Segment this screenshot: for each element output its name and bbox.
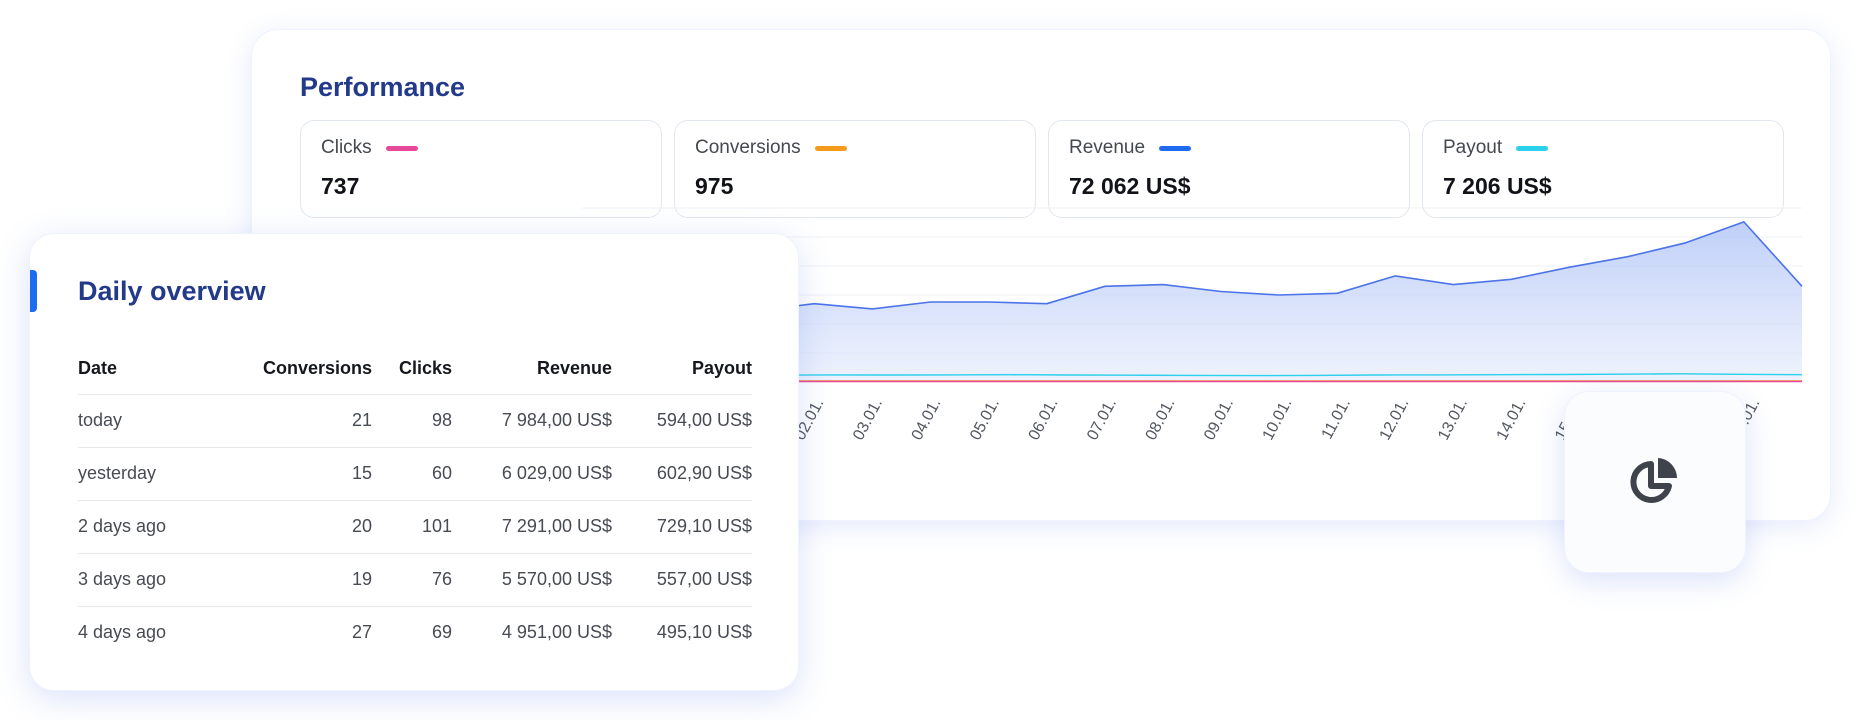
legend-swatch [385, 145, 418, 151]
cell-payout: 594,00 US$ [612, 394, 752, 448]
cell-payout: 557,00 US$ [612, 553, 752, 607]
x-tick-label: 09.01. [1201, 396, 1237, 443]
x-tick-label: 08.01. [1143, 396, 1179, 443]
cell-revenue: 5 570,00 US$ [452, 553, 612, 607]
metric-label: Payout [1443, 137, 1503, 158]
table-row: 2 days ago 20 101 7 291,00 US$ 729,10 US… [78, 500, 752, 554]
daily-overview-card: Daily overview Date Conversions Clicks R… [30, 234, 798, 690]
cell-date: 3 days ago [78, 553, 248, 607]
cell-clicks: 60 [372, 447, 452, 501]
cell-conversions: 21 [248, 394, 372, 448]
cell-clicks: 69 [431, 622, 452, 643]
table-row: 4 days ago 27 69 4 951,00 US$ 495,10 US$ [78, 606, 752, 659]
metric-label: Conversions [695, 137, 801, 158]
metric-value: 7 206 US$ [1443, 173, 1552, 199]
x-tick-label: 10.01. [1260, 396, 1296, 443]
table-header-row: Date Conversions Clicks Revenue Payout [78, 344, 752, 395]
x-tick-label: 07.01. [1084, 396, 1120, 443]
column-header-payout[interactable]: Payout [612, 344, 752, 395]
daily-overview-table: Date Conversions Clicks Revenue Payout t… [78, 344, 752, 659]
legend-swatch [1516, 145, 1549, 151]
legend-swatch [814, 145, 847, 151]
pie-chart-icon [1630, 458, 1677, 503]
legend-swatch [1159, 145, 1192, 151]
column-header-conversions[interactable]: Conversions [248, 344, 372, 395]
x-tick-label: 11.01. [1319, 396, 1354, 442]
metric-card-payout[interactable]: Payout 7 206 US$ [1422, 120, 1784, 218]
x-tick-label: 04.01. [909, 396, 945, 443]
column-header-revenue[interactable]: Revenue [452, 344, 612, 395]
column-header-date[interactable]: Date [78, 344, 248, 395]
cell-conversions: 20 [248, 500, 372, 554]
x-tick-label: 05.01. [967, 396, 1003, 443]
metric-card-clicks[interactable]: Clicks 737 [300, 120, 662, 218]
cell-date: 4 days ago [78, 622, 167, 643]
x-tick-label: 06.01. [1026, 396, 1062, 443]
cell-date: 2 days ago [78, 500, 248, 554]
cell-date: yesterday [78, 447, 248, 501]
x-tick-label: 12.01. [1377, 396, 1413, 443]
metric-label: Clicks [321, 137, 372, 158]
cell-payout: 729,10 US$ [612, 500, 752, 554]
x-tick-label: 14.01. [1494, 396, 1530, 443]
metric-value: 72 062 US$ [1069, 173, 1191, 199]
cell-payout: 495,10 US$ [656, 622, 752, 643]
metric-cards: Clicks 737 Conversions 975 Revenue 72 06… [300, 120, 1784, 218]
x-tick-label: 03.01. [850, 396, 886, 443]
performance-title: Performance [300, 72, 466, 102]
cell-revenue: 7 984,00 US$ [452, 394, 612, 448]
metric-value: 975 [695, 173, 734, 199]
daily-overview-title: Daily overview [78, 276, 266, 306]
cell-revenue: 4 951,00 US$ [501, 622, 612, 643]
metric-value: 737 [321, 173, 360, 199]
cell-revenue: 6 029,00 US$ [452, 447, 612, 501]
cell-conversions: 19 [248, 553, 372, 607]
metric-label: Revenue [1069, 137, 1146, 158]
metric-card-conversions[interactable]: Conversions 975 [674, 120, 1036, 218]
cell-date: today [78, 394, 248, 448]
cell-revenue: 7 291,00 US$ [452, 500, 612, 554]
pie-chart-button[interactable] [1565, 392, 1745, 572]
revenue-area-fill [582, 221, 1802, 382]
cell-conversions: 27 [351, 622, 372, 643]
cell-clicks: 76 [372, 553, 452, 607]
x-tick-label: 13.01. [1435, 396, 1471, 443]
cell-clicks: 101 [372, 500, 452, 554]
cell-clicks: 98 [372, 394, 452, 448]
cell-conversions: 15 [248, 447, 372, 501]
column-header-clicks[interactable]: Clicks [372, 344, 452, 395]
table-row: 3 days ago 19 76 5 570,00 US$ 557,00 US$ [78, 553, 752, 607]
cell-payout: 602,90 US$ [612, 447, 752, 501]
metric-card-revenue[interactable]: Revenue 72 062 US$ [1048, 120, 1410, 218]
table-row: yesterday 15 60 6 029,00 US$ 602,90 US$ [78, 447, 752, 501]
table-row: today 21 98 7 984,00 US$ 594,00 US$ [78, 394, 752, 448]
card-accent-bar [30, 270, 37, 312]
